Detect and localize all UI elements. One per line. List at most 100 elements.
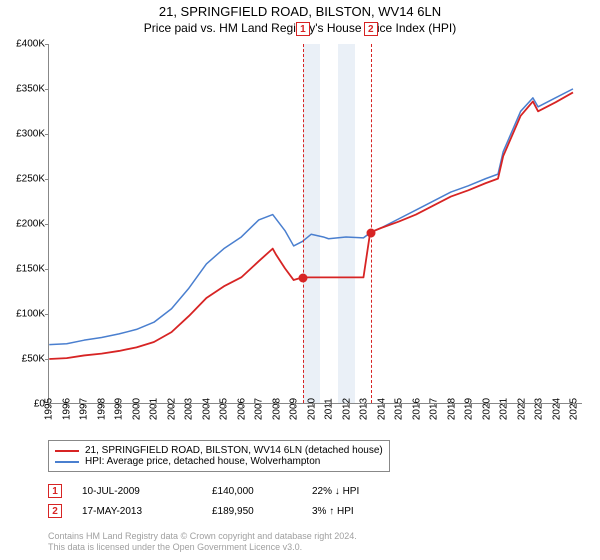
- x-tick-label: 2013: [359, 398, 370, 420]
- event-table-row: 1 10-JUL-2009 £140,000 22% ↓ HPI: [48, 484, 582, 498]
- x-tick-label: 2000: [131, 398, 142, 420]
- event-row-badge: 1: [48, 484, 62, 498]
- events-table: 1 10-JUL-2009 £140,000 22% ↓ HPI 2 17-MAY-201…: [48, 484, 582, 524]
- event-marker-dot: [298, 274, 307, 283]
- x-tick-mark: [329, 403, 330, 407]
- legend: 21, SPRINGFIELD ROAD, BILSTON, WV14 6LN …: [48, 440, 390, 472]
- event-row-pct: 22% ↓ HPI: [312, 486, 422, 497]
- event-row-badge: 2: [48, 504, 62, 518]
- event-badge: 2: [364, 22, 378, 36]
- event-badge: 1: [296, 22, 310, 36]
- series-price_paid: [49, 92, 573, 359]
- legend-swatch: [55, 450, 79, 452]
- x-tick-mark: [469, 403, 470, 407]
- x-tick-label: 2015: [394, 398, 405, 420]
- x-tick-label: 2023: [534, 398, 545, 420]
- x-tick-mark: [522, 403, 523, 407]
- footer-line-1: Contains HM Land Registry data © Crown c…: [48, 531, 357, 543]
- x-tick-mark: [207, 403, 208, 407]
- price-chart: £0£50K£100K£150K£200K£250K£300K£350K£400…: [48, 44, 582, 404]
- x-tick-label: 1995: [44, 398, 55, 420]
- x-tick-label: 2012: [341, 398, 352, 420]
- x-tick-mark: [539, 403, 540, 407]
- event-marker-dot: [366, 229, 375, 238]
- x-tick-mark: [224, 403, 225, 407]
- x-tick-mark: [504, 403, 505, 407]
- x-tick-mark: [382, 403, 383, 407]
- x-tick-mark: [119, 403, 120, 407]
- y-tick-mark: [45, 134, 49, 135]
- x-tick-label: 2006: [236, 398, 247, 420]
- x-tick-mark: [67, 403, 68, 407]
- x-tick-mark: [102, 403, 103, 407]
- x-tick-mark: [312, 403, 313, 407]
- x-tick-label: 2002: [166, 398, 177, 420]
- x-tick-label: 2005: [219, 398, 230, 420]
- x-tick-label: 2001: [149, 398, 160, 420]
- x-tick-label: 2009: [289, 398, 300, 420]
- x-tick-label: 2007: [254, 398, 265, 420]
- x-tick-label: 2017: [429, 398, 440, 420]
- x-tick-label: 2016: [411, 398, 422, 420]
- y-tick-mark: [45, 269, 49, 270]
- x-tick-mark: [189, 403, 190, 407]
- x-tick-label: 2018: [446, 398, 457, 420]
- x-tick-label: 1997: [79, 398, 90, 420]
- y-tick-mark: [45, 179, 49, 180]
- x-tick-mark: [417, 403, 418, 407]
- x-tick-label: 2022: [516, 398, 527, 420]
- x-tick-mark: [49, 403, 50, 407]
- x-tick-label: 2010: [306, 398, 317, 420]
- x-tick-mark: [242, 403, 243, 407]
- x-tick-mark: [154, 403, 155, 407]
- series-hpi: [49, 89, 573, 345]
- page-title: 21, SPRINGFIELD ROAD, BILSTON, WV14 6LN: [0, 4, 600, 19]
- event-vline: [371, 44, 372, 403]
- x-tick-mark: [137, 403, 138, 407]
- x-tick-label: 2024: [551, 398, 562, 420]
- footer-attribution: Contains HM Land Registry data © Crown c…: [48, 531, 357, 554]
- legend-row: HPI: Average price, detached house, Wolv…: [55, 456, 383, 467]
- x-tick-label: 2014: [376, 398, 387, 420]
- x-tick-mark: [487, 403, 488, 407]
- event-row-pct: 3% ↑ HPI: [312, 506, 422, 517]
- x-tick-mark: [347, 403, 348, 407]
- x-tick-mark: [452, 403, 453, 407]
- x-tick-mark: [364, 403, 365, 407]
- y-tick-mark: [45, 44, 49, 45]
- y-tick-mark: [45, 314, 49, 315]
- x-tick-label: 1996: [61, 398, 72, 420]
- x-tick-label: 2019: [464, 398, 475, 420]
- y-tick-mark: [45, 359, 49, 360]
- x-tick-mark: [574, 403, 575, 407]
- x-tick-label: 2021: [499, 398, 510, 420]
- x-tick-mark: [399, 403, 400, 407]
- event-vline: [303, 44, 304, 403]
- event-table-row: 2 17-MAY-2013 £189,950 3% ↑ HPI: [48, 504, 582, 518]
- x-tick-label: 2003: [184, 398, 195, 420]
- x-tick-label: 2008: [271, 398, 282, 420]
- event-row-price: £189,950: [212, 506, 292, 517]
- x-tick-label: 1998: [96, 398, 107, 420]
- legend-swatch: [55, 461, 79, 463]
- x-tick-mark: [294, 403, 295, 407]
- x-tick-label: 2011: [324, 398, 335, 420]
- x-tick-label: 2025: [569, 398, 580, 420]
- y-tick-mark: [45, 89, 49, 90]
- y-tick-mark: [45, 224, 49, 225]
- x-tick-mark: [277, 403, 278, 407]
- event-row-price: £140,000: [212, 486, 292, 497]
- legend-row: 21, SPRINGFIELD ROAD, BILSTON, WV14 6LN …: [55, 445, 383, 456]
- chart-lines-svg: [49, 44, 582, 403]
- footer-line-2: This data is licensed under the Open Gov…: [48, 542, 357, 554]
- event-row-date: 17-MAY-2013: [82, 506, 192, 517]
- x-tick-mark: [259, 403, 260, 407]
- x-tick-label: 2004: [201, 398, 212, 420]
- x-tick-mark: [84, 403, 85, 407]
- legend-label: HPI: Average price, detached house, Wolv…: [85, 456, 320, 467]
- event-row-date: 10-JUL-2009: [82, 486, 192, 497]
- x-tick-mark: [434, 403, 435, 407]
- x-tick-label: 1999: [114, 398, 125, 420]
- legend-label: 21, SPRINGFIELD ROAD, BILSTON, WV14 6LN …: [85, 445, 383, 456]
- x-tick-label: 2020: [481, 398, 492, 420]
